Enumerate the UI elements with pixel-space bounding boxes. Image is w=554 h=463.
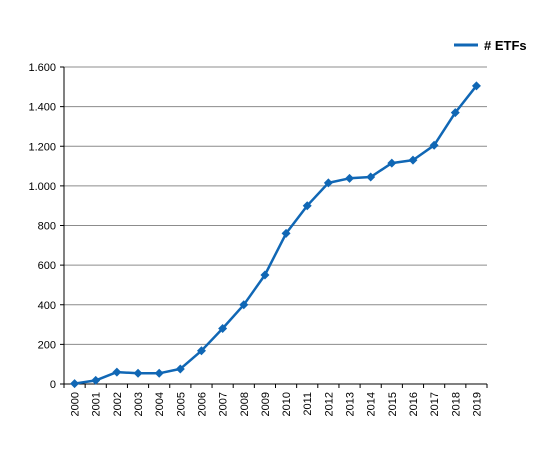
data-point [323, 178, 333, 188]
x-tick-label: 2013 [345, 392, 357, 416]
x-tick-label: 2015 [387, 392, 399, 416]
data-point [260, 270, 270, 280]
data-point [154, 368, 164, 378]
data-point [133, 368, 143, 378]
y-tick-label: 0 [50, 379, 56, 391]
y-tick-label: 600 [38, 260, 56, 272]
data-point [345, 173, 355, 183]
x-tick-label: 2011 [302, 392, 314, 416]
data-point [387, 158, 397, 168]
x-tick-label: 2018 [450, 392, 462, 416]
x-tick-label: 2005 [175, 392, 187, 416]
grid-lines [64, 66, 487, 345]
x-axis-ticks: 2000 2001 2002 2003 2004 2005 2006 2007 2008 2009… [63, 384, 488, 416]
y-tick-label: 200 [38, 339, 56, 351]
x-tick-label: 2003 [133, 392, 145, 416]
x-tick-label: 2006 [196, 392, 208, 416]
y-tick-label: 1.200 [28, 141, 56, 153]
y-tick-label: 800 [38, 221, 56, 233]
x-tick-label: 2016 [408, 392, 420, 416]
data-point [281, 228, 291, 238]
x-tick-label: 2010 [281, 392, 293, 416]
data-point [196, 346, 206, 356]
y-axis-ticks: 0 200 400 600 800 1.000 1.200 1.400 1.600 [28, 62, 64, 391]
x-tick-label: 2017 [429, 392, 441, 416]
x-tick-label: 2012 [323, 392, 335, 416]
data-point [471, 81, 481, 91]
x-tick-label: 2004 [154, 392, 166, 416]
x-tick-label: 2000 [70, 392, 82, 416]
data-point [429, 140, 439, 150]
series-etfs [70, 81, 481, 389]
x-tick-label: 2001 [91, 392, 103, 416]
legend: # ETFs [454, 38, 527, 53]
legend-label: # ETFs [484, 38, 527, 53]
data-point [408, 155, 418, 165]
data-point [175, 364, 185, 374]
series-line [74, 85, 478, 385]
y-tick-label: 1.400 [28, 102, 56, 114]
x-tick-label: 2002 [112, 392, 124, 416]
data-point [91, 375, 101, 385]
y-tick-label: 1.600 [28, 62, 56, 74]
x-tick-label: 2007 [218, 392, 230, 416]
data-point [112, 367, 122, 377]
x-tick-label: 2019 [471, 392, 483, 416]
data-point [450, 108, 460, 118]
data-point [302, 201, 312, 211]
data-point [366, 172, 376, 182]
axes [63, 67, 487, 385]
y-tick-label: 1.000 [28, 181, 56, 193]
x-tick-label: 2014 [366, 392, 378, 416]
data-point [239, 300, 249, 310]
x-tick-label: 2009 [260, 392, 272, 416]
y-tick-label: 400 [38, 300, 56, 312]
data-point [218, 324, 228, 334]
x-tick-label: 2008 [239, 392, 251, 416]
data-point [70, 379, 80, 389]
